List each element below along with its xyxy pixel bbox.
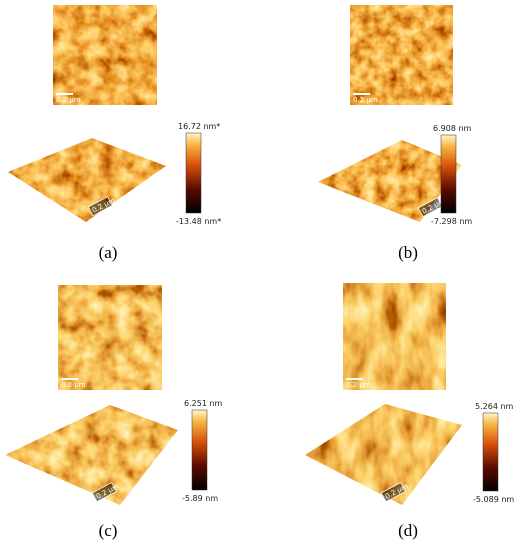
scale-bar-3d-box — [87, 196, 113, 217]
colorbar-max: 16.72 nm* — [178, 122, 220, 131]
afm-3d-surface — [318, 140, 462, 222]
colorbar-max: 5.264 nm — [475, 402, 514, 411]
panel-label: (b) — [398, 243, 418, 262]
colorbar-min: -5.89 nm — [182, 494, 218, 503]
colorbar-min: -5.089 nm — [473, 495, 514, 504]
colorbar — [440, 134, 457, 214]
scale-bar-label: 0.2 µm — [61, 381, 86, 389]
colorbar-max: 6.251 nm — [184, 399, 223, 408]
scale-bar-3d-box — [417, 197, 443, 218]
scale-bar-label: 0.2 µm — [346, 381, 371, 389]
colorbar-min: -7.298 nm — [431, 217, 472, 226]
afm-3d — [8, 138, 166, 222]
scale-bar-3d-box — [91, 482, 117, 503]
afm-3d — [318, 140, 462, 222]
scale-bar-3d-box — [380, 482, 406, 503]
afm-3d — [305, 404, 462, 505]
afm-image — [58, 285, 162, 390]
colorbar — [482, 412, 499, 492]
scale-bar-label: 0.2 µm — [56, 96, 81, 104]
colorbar-min: -13.48 nm* — [176, 217, 221, 226]
panel-label: (d) — [398, 521, 418, 540]
afm-image — [343, 283, 446, 390]
afm-3d-surface — [305, 404, 462, 505]
colorbar — [185, 132, 202, 214]
afm-3d-surface — [8, 138, 166, 222]
afm-image — [350, 5, 453, 105]
colorbar — [191, 409, 208, 491]
panel-label: (c) — [99, 521, 118, 540]
afm-image — [53, 5, 157, 105]
scale-bar-label: 0.2 µm — [353, 96, 378, 104]
afm-3d — [5, 405, 178, 505]
afm-3d-surface — [5, 405, 178, 505]
colorbar-max: 6.908 nm — [433, 124, 472, 133]
panel-label: (a) — [99, 243, 118, 262]
